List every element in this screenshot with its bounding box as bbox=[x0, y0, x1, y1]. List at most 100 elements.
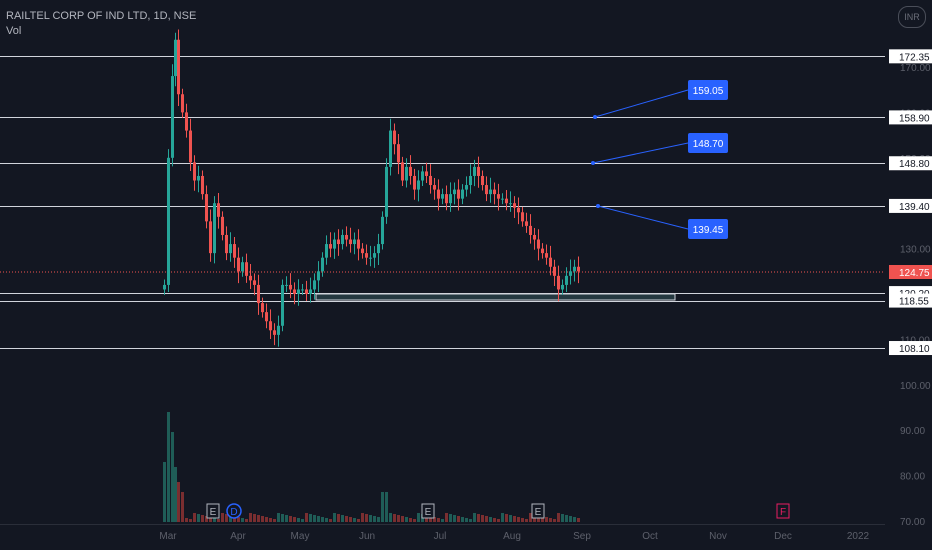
time-tick-label: 2022 bbox=[847, 531, 870, 542]
callout-label: 159.05 bbox=[693, 86, 724, 97]
volume-bar bbox=[171, 432, 174, 522]
candle-body bbox=[477, 166, 480, 176]
candle-body bbox=[545, 253, 548, 258]
dividend-marker[interactable] bbox=[226, 503, 242, 519]
candle-body bbox=[185, 112, 188, 131]
volume-bar bbox=[385, 492, 388, 522]
candle-body bbox=[401, 162, 404, 181]
earnings-marker[interactable] bbox=[421, 503, 435, 519]
volume-bar bbox=[245, 519, 248, 522]
volume-bar bbox=[573, 517, 576, 522]
volume-bar bbox=[313, 515, 316, 522]
event-marker-label: D bbox=[230, 507, 237, 518]
volume-bar bbox=[493, 518, 496, 522]
candle-body bbox=[345, 234, 348, 240]
volume-bar bbox=[469, 519, 472, 522]
event-marker-label: E bbox=[210, 507, 217, 518]
event-marker-label: E bbox=[425, 507, 432, 518]
volume-bar bbox=[225, 514, 228, 522]
candle-body bbox=[301, 289, 304, 291]
volume-bar bbox=[249, 513, 252, 522]
level-price-label: 148.80 bbox=[899, 159, 930, 170]
candle-body bbox=[441, 194, 444, 199]
callout-anchor-dot bbox=[596, 204, 600, 208]
volume-bar bbox=[517, 517, 520, 522]
volume-bar bbox=[509, 515, 512, 522]
volume-bar bbox=[221, 513, 224, 522]
candle-body bbox=[333, 239, 336, 249]
volume-bar bbox=[361, 513, 364, 522]
time-tick-label: Mar bbox=[159, 531, 177, 542]
price-tick-label: 80.00 bbox=[900, 472, 925, 483]
volume-bar bbox=[189, 519, 192, 522]
chart-title: RAILTEL CORP OF IND LTD, 1D, NSE bbox=[6, 10, 197, 22]
candle-body bbox=[273, 330, 276, 335]
volume-bar bbox=[369, 515, 372, 522]
candle-body bbox=[421, 171, 424, 181]
price-tick-label: 100.00 bbox=[900, 381, 931, 392]
candle-body bbox=[481, 175, 484, 186]
volume-bar bbox=[377, 517, 380, 522]
earnings-marker[interactable] bbox=[206, 503, 220, 519]
future-event-marker[interactable] bbox=[776, 503, 790, 519]
volume-bar bbox=[309, 514, 312, 522]
candle-body bbox=[493, 189, 496, 195]
volume-bar bbox=[317, 516, 320, 522]
candle-body bbox=[313, 280, 316, 290]
candle-body bbox=[357, 239, 360, 249]
currency-badge[interactable]: INR bbox=[898, 6, 926, 28]
candle-body bbox=[317, 271, 320, 281]
volume-bar bbox=[301, 519, 304, 522]
time-tick-label: Nov bbox=[709, 531, 727, 542]
callout-box[interactable] bbox=[688, 80, 728, 100]
earnings-marker[interactable] bbox=[531, 503, 545, 519]
level-price-badge bbox=[889, 156, 932, 171]
volume-bar bbox=[461, 517, 464, 522]
candle-body bbox=[445, 194, 448, 204]
candle-body bbox=[437, 189, 440, 199]
volume-bar bbox=[205, 516, 208, 522]
support-zone-rectangle[interactable] bbox=[315, 293, 676, 301]
level-price-badge bbox=[889, 293, 932, 308]
candle-body bbox=[241, 262, 244, 272]
candle-body bbox=[393, 130, 396, 145]
volume-bar bbox=[233, 516, 236, 522]
volume-bar bbox=[174, 467, 177, 522]
candle-body bbox=[513, 203, 516, 208]
volume-bar bbox=[177, 482, 180, 522]
volume-bars bbox=[163, 412, 580, 522]
volume-bar bbox=[429, 516, 432, 522]
callout-label: 148.70 bbox=[693, 139, 724, 150]
callout-leader-line bbox=[597, 205, 689, 230]
candle-body bbox=[337, 239, 340, 245]
event-marker-label: E bbox=[535, 507, 542, 518]
candle-body bbox=[409, 166, 412, 176]
candle-body bbox=[433, 185, 436, 190]
candle-body bbox=[213, 203, 216, 254]
callout-box[interactable] bbox=[688, 219, 728, 239]
volume-bar bbox=[485, 516, 488, 522]
candle-body bbox=[325, 244, 328, 258]
level-price-badge bbox=[889, 341, 932, 356]
time-tick-label: Jun bbox=[359, 531, 375, 542]
candle-body bbox=[289, 284, 292, 290]
volume-bar bbox=[285, 515, 288, 522]
candle-body bbox=[163, 284, 166, 290]
callout-box[interactable] bbox=[688, 133, 728, 153]
volume-bar bbox=[163, 462, 166, 522]
volume-bar bbox=[397, 515, 400, 522]
candle-body bbox=[521, 212, 524, 222]
volume-bar bbox=[337, 514, 340, 522]
volume-bar bbox=[273, 519, 276, 522]
level-price-label: 118.55 bbox=[899, 297, 929, 308]
volume-bar bbox=[413, 519, 416, 522]
current-price-badge bbox=[889, 265, 932, 279]
volume-bar bbox=[561, 514, 564, 522]
candle-body bbox=[309, 289, 312, 294]
price-callouts[interactable]: 159.05 148.70 139.45 bbox=[591, 80, 728, 239]
volume-bar bbox=[341, 515, 344, 522]
time-tick-label: Sep bbox=[573, 531, 591, 542]
candle-body bbox=[449, 194, 452, 204]
